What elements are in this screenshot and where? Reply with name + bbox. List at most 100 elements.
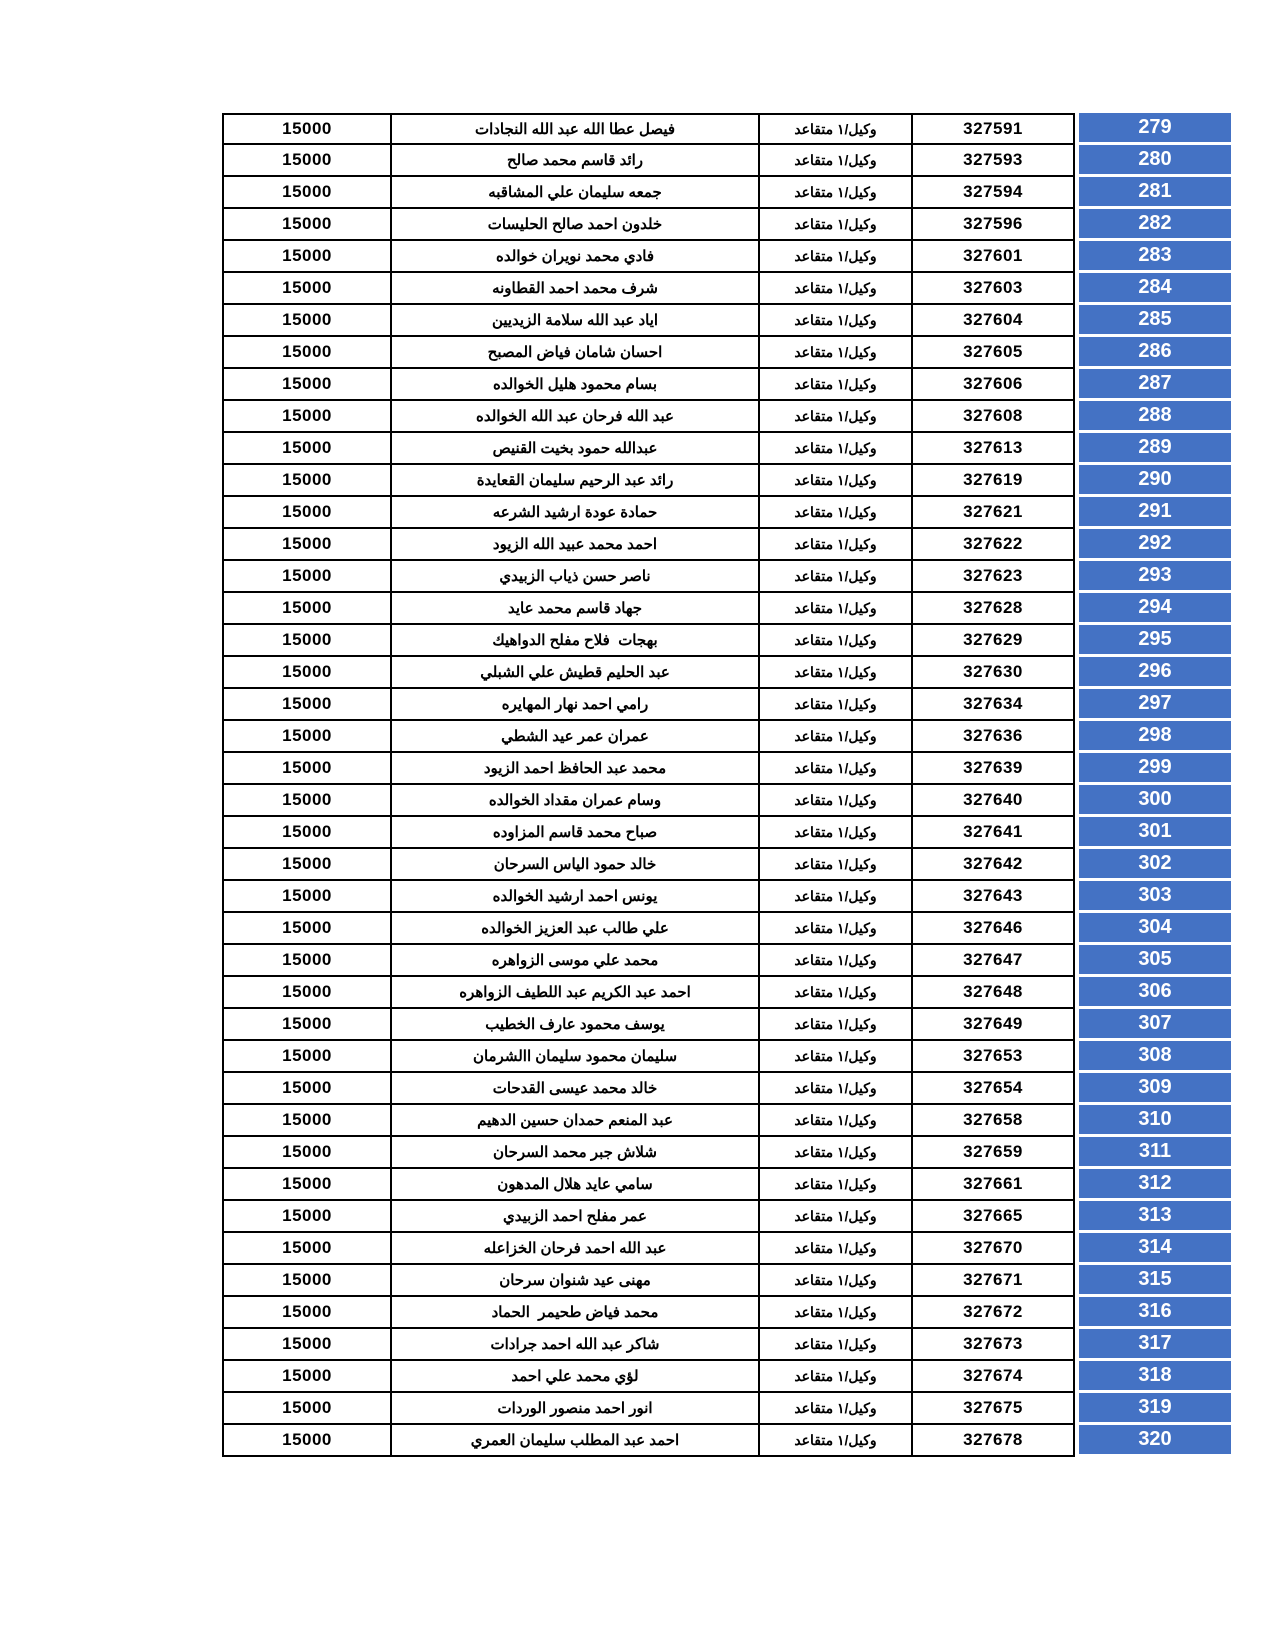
row-index-cell: 293: [1079, 561, 1231, 593]
table-row: 15000 صباح محمد قاسم المزاوده وكيل/١ متق…: [222, 817, 1231, 849]
service-number-cell: 327646: [913, 913, 1075, 945]
amount-cell: 15000: [222, 1329, 392, 1361]
table-row: 15000 حمادة عودة ارشيد الشرعه وكيل/١ متق…: [222, 497, 1231, 529]
service-number-cell: 327639: [913, 753, 1075, 785]
service-number-cell: 327613: [913, 433, 1075, 465]
row-index-cell: 286: [1079, 337, 1231, 369]
table-row: 15000 شلاش جبر محمد السرحان وكيل/١ متقاع…: [222, 1137, 1231, 1169]
amount-cell: 15000: [222, 1009, 392, 1041]
service-number-cell: 327629: [913, 625, 1075, 657]
table-row: 15000 خالد حمود الياس السرحان وكيل/١ متق…: [222, 849, 1231, 881]
row-index-cell: 310: [1079, 1105, 1231, 1137]
row-index-cell: 317: [1079, 1329, 1231, 1361]
name-cell: محمد فياض طحيمر الحماد: [392, 1297, 760, 1329]
amount-cell: 15000: [222, 1425, 392, 1457]
rank-cell: وكيل/١ متقاعد: [760, 1329, 913, 1361]
table-row: 15000 انور احمد منصور الوردات وكيل/١ متق…: [222, 1393, 1231, 1425]
service-number-cell: 327643: [913, 881, 1075, 913]
table-row: 15000 رائد قاسم محمد صالح وكيل/١ متقاعد …: [222, 145, 1231, 177]
row-index-cell: 313: [1079, 1201, 1231, 1233]
service-number-cell: 327623: [913, 561, 1075, 593]
table-row: 15000 عبد الحليم قطيش علي الشبلي وكيل/١ …: [222, 657, 1231, 689]
name-cell: علي طالب عبد العزيز الخوالده: [392, 913, 760, 945]
amount-cell: 15000: [222, 1233, 392, 1265]
service-number-cell: 327603: [913, 273, 1075, 305]
table-row: 15000 يوسف محمود عارف الخطيب وكيل/١ متقا…: [222, 1009, 1231, 1041]
service-number-cell: 327649: [913, 1009, 1075, 1041]
table-row: 15000 فادي محمد نويران خوالده وكيل/١ متق…: [222, 241, 1231, 273]
table-row: 15000 لؤي محمد علي احمد وكيل/١ متقاعد 32…: [222, 1361, 1231, 1393]
name-cell: خالد حمود الياس السرحان: [392, 849, 760, 881]
service-number-cell: 327658: [913, 1105, 1075, 1137]
rank-cell: وكيل/١ متقاعد: [760, 401, 913, 433]
table-row: 15000 احسان شامان فياض المصبح وكيل/١ متق…: [222, 337, 1231, 369]
name-cell: عبدالله حمود بخيت القنيص: [392, 433, 760, 465]
amount-cell: 15000: [222, 753, 392, 785]
amount-cell: 15000: [222, 1265, 392, 1297]
amount-cell: 15000: [222, 177, 392, 209]
service-number-cell: 327604: [913, 305, 1075, 337]
row-index-cell: 305: [1079, 945, 1231, 977]
rank-cell: وكيل/١ متقاعد: [760, 657, 913, 689]
table-row: 15000 يونس احمد ارشيد الخوالده وكيل/١ مت…: [222, 881, 1231, 913]
name-cell: رامي احمد نهار المهايره: [392, 689, 760, 721]
amount-cell: 15000: [222, 1393, 392, 1425]
rank-cell: وكيل/١ متقاعد: [760, 1297, 913, 1329]
service-number-cell: 327670: [913, 1233, 1075, 1265]
rank-cell: وكيل/١ متقاعد: [760, 1265, 913, 1297]
name-cell: شلاش جبر محمد السرحان: [392, 1137, 760, 1169]
service-number-cell: 327628: [913, 593, 1075, 625]
name-cell: جمعه سليمان علي المشاقبه: [392, 177, 760, 209]
amount-cell: 15000: [222, 657, 392, 689]
rank-cell: وكيل/١ متقاعد: [760, 1233, 913, 1265]
table-row: 15000 اياد عبد الله سلامة الزيديين وكيل/…: [222, 305, 1231, 337]
name-cell: عبد الله فرحان عبد الله الخوالده: [392, 401, 760, 433]
rank-cell: وكيل/١ متقاعد: [760, 145, 913, 177]
row-index-cell: 316: [1079, 1297, 1231, 1329]
rank-cell: وكيل/١ متقاعد: [760, 529, 913, 561]
table-row: 15000 جمعه سليمان علي المشاقبه وكيل/١ مت…: [222, 177, 1231, 209]
service-number-cell: 327659: [913, 1137, 1075, 1169]
service-number-cell: 327619: [913, 465, 1075, 497]
rank-cell: وكيل/١ متقاعد: [760, 465, 913, 497]
amount-cell: 15000: [222, 721, 392, 753]
amount-cell: 15000: [222, 369, 392, 401]
amount-cell: 15000: [222, 529, 392, 561]
amount-cell: 15000: [222, 113, 392, 145]
service-number-cell: 327606: [913, 369, 1075, 401]
amount-cell: 15000: [222, 1105, 392, 1137]
row-index-cell: 296: [1079, 657, 1231, 689]
rank-cell: وكيل/١ متقاعد: [760, 1105, 913, 1137]
table-row: 15000 شرف محمد احمد القطاونه وكيل/١ متقا…: [222, 273, 1231, 305]
rank-cell: وكيل/١ متقاعد: [760, 1393, 913, 1425]
table-row: 15000 محمد علي موسى الزواهره وكيل/١ متقا…: [222, 945, 1231, 977]
rank-cell: وكيل/١ متقاعد: [760, 881, 913, 913]
rank-cell: وكيل/١ متقاعد: [760, 561, 913, 593]
row-index-cell: 299: [1079, 753, 1231, 785]
rank-cell: وكيل/١ متقاعد: [760, 1425, 913, 1457]
amount-cell: 15000: [222, 561, 392, 593]
name-cell: رائد عبد الرحيم سليمان القعايدة: [392, 465, 760, 497]
name-cell: عبد الله احمد فرحان الخزاعله: [392, 1233, 760, 1265]
amount-cell: 15000: [222, 465, 392, 497]
table-row: 15000 فيصل عطا الله عبد الله النجادات وك…: [222, 113, 1231, 145]
table-row: 15000 عبد المنعم حمدان حسين الدهيم وكيل/…: [222, 1105, 1231, 1137]
row-index-cell: 302: [1079, 849, 1231, 881]
rank-cell: وكيل/١ متقاعد: [760, 177, 913, 209]
rank-cell: وكيل/١ متقاعد: [760, 849, 913, 881]
amount-cell: 15000: [222, 1169, 392, 1201]
name-cell: عمر مفلح احمد الزبيدي: [392, 1201, 760, 1233]
rank-cell: وكيل/١ متقاعد: [760, 977, 913, 1009]
service-number-cell: 327647: [913, 945, 1075, 977]
amount-cell: 15000: [222, 145, 392, 177]
row-index-cell: 301: [1079, 817, 1231, 849]
name-cell: احمد محمد عبيد الله الزيود: [392, 529, 760, 561]
table-row: 15000 سامي عايد هلال المدهون وكيل/١ متقا…: [222, 1169, 1231, 1201]
table-row: 15000 رامي احمد نهار المهايره وكيل/١ متق…: [222, 689, 1231, 721]
rank-cell: وكيل/١ متقاعد: [760, 721, 913, 753]
amount-cell: 15000: [222, 1073, 392, 1105]
table-row: 15000 شاكر عبد الله احمد جرادات وكيل/١ م…: [222, 1329, 1231, 1361]
name-cell: عبد المنعم حمدان حسين الدهيم: [392, 1105, 760, 1137]
service-number-cell: 327648: [913, 977, 1075, 1009]
name-cell: عبد الحليم قطيش علي الشبلي: [392, 657, 760, 689]
